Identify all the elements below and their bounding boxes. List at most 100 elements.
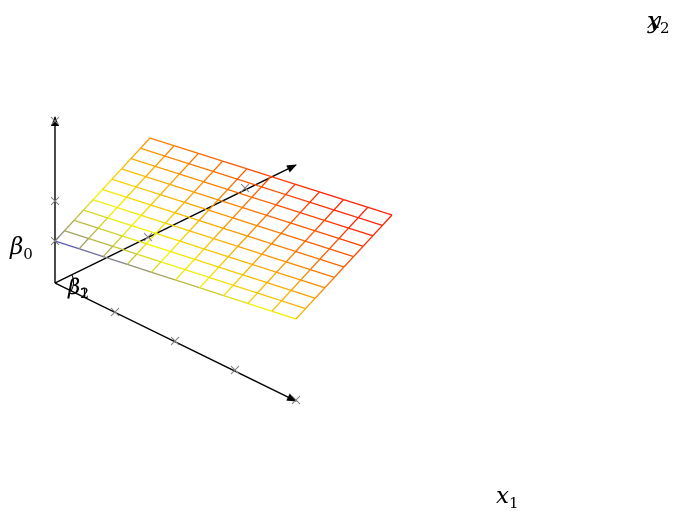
surface-grid-line — [122, 235, 147, 245]
surface-grid-line — [285, 251, 297, 263]
surface-grid-line — [290, 212, 301, 224]
surface-grid-line — [169, 183, 195, 193]
surface-grid-line — [275, 204, 301, 214]
surface-grid-line — [54, 240, 80, 250]
surface-grid-line — [353, 245, 364, 258]
surface-grid-line — [73, 219, 99, 229]
surface-grid-line — [164, 155, 190, 165]
surface-grid-line — [194, 258, 219, 268]
surface-grid-line — [127, 263, 152, 273]
surface-grid-line — [174, 212, 200, 222]
surface-grid-line — [102, 245, 114, 258]
surface-grid-line — [300, 212, 325, 221]
surface-grid-line — [194, 248, 205, 260]
surface-grid-line — [223, 284, 234, 297]
surface-grid-line — [299, 201, 311, 214]
surface-grid-line — [111, 168, 122, 180]
surface-grid-line — [136, 243, 147, 255]
surface-grid-line — [228, 256, 253, 266]
surface-grid-line — [102, 188, 127, 198]
surface-grid-line — [281, 289, 292, 302]
surface-grid-line — [102, 255, 128, 266]
surface-grid-line — [266, 204, 277, 216]
surface-grid-line — [116, 196, 128, 209]
surface-grid-line — [309, 201, 335, 211]
x1-axis-tick — [110, 307, 120, 317]
surface-grid-line — [271, 232, 282, 245]
surface-grid-line — [212, 170, 238, 180]
surface-grid-line — [227, 178, 238, 190]
surface-grid-line — [175, 279, 200, 289]
surface-grid-line — [300, 279, 325, 289]
surface-grid-line — [328, 238, 340, 250]
surface-grid-line — [222, 160, 247, 170]
surface-grid-line — [242, 206, 267, 216]
surface-grid-line — [295, 308, 307, 320]
surface-grid-line — [343, 198, 368, 208]
surface-grid-line — [222, 217, 234, 229]
surface-grid-line — [97, 227, 123, 237]
surface-grid-line — [184, 201, 209, 211]
surface-grid-line — [232, 217, 258, 227]
surface-grid-line — [280, 232, 306, 242]
surface-grid-line — [271, 310, 297, 320]
surface-grid-line — [126, 196, 151, 206]
surface-grid-line — [305, 240, 330, 250]
surface-grid-line — [247, 235, 272, 245]
surface-grid-line — [175, 269, 186, 281]
surface-grid-line — [213, 237, 239, 247]
surface-grid-line — [83, 209, 108, 219]
beta1-label: β1 — [67, 275, 89, 302]
surface-grid-line — [251, 196, 277, 206]
surface-grid-line — [276, 271, 301, 281]
surface-grid-line — [203, 181, 228, 191]
surface-grid-line — [170, 240, 181, 252]
surface-grid-line — [150, 194, 161, 206]
surface-grid-line — [164, 145, 175, 157]
surface-grid-line — [309, 191, 320, 203]
surface-grid-line — [149, 137, 175, 147]
surface-grid-line — [223, 227, 248, 237]
surface-grid-line — [164, 212, 176, 224]
surface-grid-line — [300, 269, 311, 281]
surface-grid-line — [251, 186, 262, 198]
surface-grid-line — [252, 263, 277, 273]
surface-grid-line — [237, 178, 262, 188]
surface-grid-line — [276, 261, 287, 273]
surface-grid-line — [295, 183, 320, 193]
surface-grid-line — [121, 168, 146, 178]
surface-grid-line — [169, 173, 180, 185]
surface-grid-line — [179, 240, 205, 250]
surface-grid-line — [126, 186, 137, 198]
surface-grid-line — [260, 176, 272, 188]
surface-grid-line — [290, 289, 316, 299]
surface-grid-line — [237, 245, 263, 255]
surface-grid-line — [116, 206, 142, 216]
surface-grid-line — [367, 206, 393, 216]
surface-grid-line — [275, 194, 287, 206]
surface-grid-line — [290, 279, 302, 291]
surface-grid-line — [319, 258, 345, 268]
surface-grid-line — [188, 163, 214, 173]
surface-grid-line — [270, 175, 296, 185]
surface-grid-line — [232, 207, 243, 219]
surface-grid-line — [184, 191, 195, 203]
surface-grid-line — [304, 230, 316, 242]
surface-grid-line — [257, 292, 282, 302]
surface-grid-line — [338, 227, 350, 239]
surface-grid-line — [314, 287, 326, 299]
surface-grid-line — [280, 222, 292, 234]
surface-grid-line — [159, 183, 171, 196]
surface-grid-line — [357, 206, 369, 219]
surface-grid-line — [135, 176, 147, 188]
surface-grid-line — [78, 248, 104, 258]
surface-grid-line — [88, 227, 99, 239]
surface-grid-line — [160, 251, 171, 263]
surface-grid-line — [310, 269, 335, 279]
surface-grid-line — [112, 245, 138, 255]
surface-grid-line — [208, 199, 219, 211]
surface-grid-line — [242, 274, 268, 284]
surface-grid-line — [121, 158, 132, 170]
surface-grid-line — [305, 297, 316, 310]
